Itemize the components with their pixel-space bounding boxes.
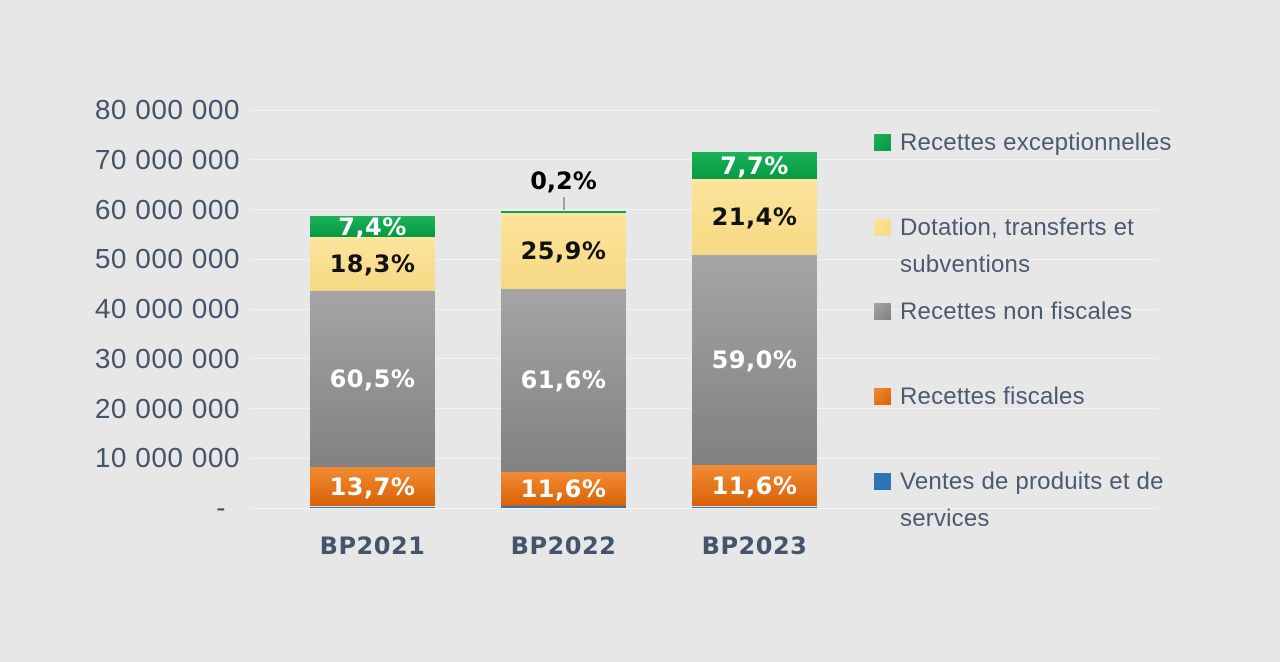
y-axis-tick-label: 50 000 000 (94, 243, 240, 275)
legend-item: Recettes non fiscales (874, 293, 1132, 330)
bar-segment: 7,7% (692, 151, 817, 180)
bar-segment-label: 7,7% (720, 151, 789, 180)
legend-item: Ventes de produits et de services (874, 463, 1184, 537)
y-axis-tick-label: 10 000 000 (94, 442, 240, 474)
y-axis-tick-label: 40 000 000 (94, 293, 240, 324)
category-label: BP2021 (319, 532, 426, 560)
category-label: BP2022 (510, 532, 617, 560)
bar-segment-label: 13,7% (329, 472, 416, 501)
legend-item-label: Recettes non fiscales (900, 297, 1133, 325)
bar-segment-label: 61,6% (520, 366, 607, 395)
bar-segment-label: 11,6% (520, 474, 607, 503)
bar-segment: 13,7% (310, 466, 435, 507)
callout-leader-line (562, 197, 565, 211)
y-axis-tick-label: 20 000 000 (94, 392, 240, 424)
legend-swatch (874, 472, 891, 490)
bar-segment: 25,9% (501, 212, 626, 290)
legend-swatch (874, 218, 891, 236)
legend-item: Recettes exceptionnelles (874, 124, 1172, 161)
bar-segment: 11,6% (501, 471, 626, 506)
bar-segment: 59,0% (692, 255, 817, 466)
bar-segment (501, 211, 626, 213)
bar-segment: 11,6% (692, 465, 817, 507)
y-axis-tick-label: 30 000 000 (94, 342, 240, 374)
bar-segment-label: 60,5% (329, 364, 416, 393)
y-axis-tick-label: 70 000 000 (94, 143, 240, 175)
legend-item: Recettes fiscales (874, 378, 1085, 415)
category-label: BP2023 (701, 532, 808, 560)
bar-segment: 61,6% (501, 289, 626, 472)
legend-item-label: Recettes exceptionnelles (900, 128, 1172, 156)
legend-item-label: Ventes de produits et de services (900, 467, 1164, 532)
legend-item-label: Dotation, transferts et subventions (900, 213, 1135, 278)
bar-segment-label: 25,9% (520, 236, 607, 265)
bar-segment-label: 18,3% (329, 249, 416, 278)
bar-segment: 21,4% (692, 179, 817, 256)
bar-segment-label: 11,6% (711, 471, 798, 500)
gridline (250, 507, 1158, 509)
bar-segment: 60,5% (310, 290, 435, 467)
legend-swatch (874, 302, 891, 320)
bar-segment (501, 505, 626, 508)
legend-swatch (874, 133, 891, 151)
bar-segment (310, 506, 435, 508)
y-axis-tick-label: 60 000 000 (94, 193, 240, 225)
bar-segment-label: 21,4% (711, 203, 798, 232)
callout-label: 0,2% (530, 167, 597, 196)
legend-item-label: Recettes fiscales (900, 382, 1085, 410)
bar-segment-label: 59,0% (711, 346, 798, 375)
legend-item: Dotation, transferts et subventions (874, 209, 1184, 283)
legend-swatch (874, 387, 891, 405)
bar-segment: 18,3% (310, 237, 435, 291)
bar-segment: 7,4% (310, 212, 435, 241)
bar-segment-label: 7,4% (338, 212, 407, 241)
gridline (250, 109, 1158, 111)
y-axis-tick-label: - (216, 492, 226, 523)
y-axis-tick-label: 80 000 000 (94, 94, 240, 125)
bar-segment (692, 506, 817, 508)
